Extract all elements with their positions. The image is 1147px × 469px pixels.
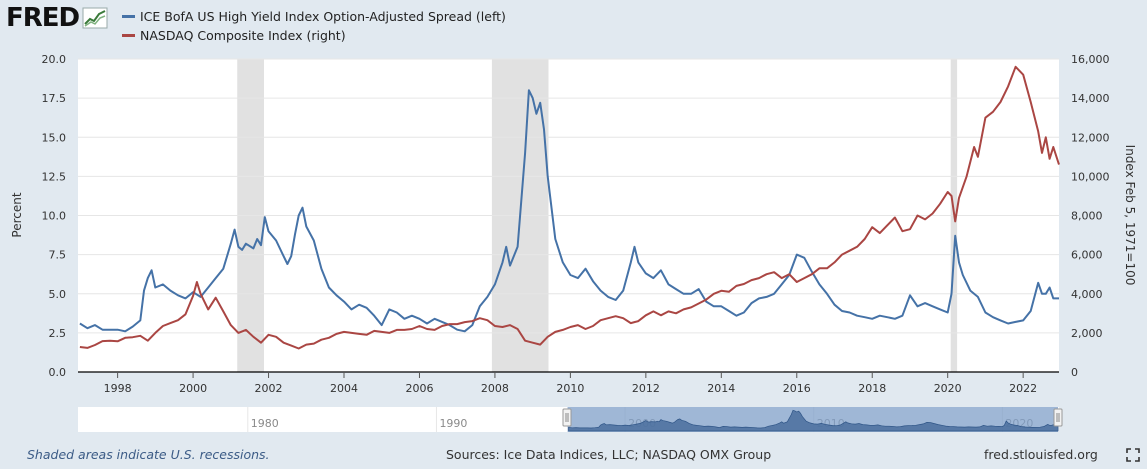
legend-item-nasdaq[interactable]: NASDAQ Composite Index (right)	[122, 26, 506, 45]
sources-text: Sources: Ice Data Indices, LLC; NASDAQ O…	[446, 447, 772, 462]
x-tick-2022: 2022	[1009, 382, 1037, 395]
y-left-tick-12.5: 12.5	[42, 170, 67, 183]
x-tick-2004: 2004	[330, 382, 358, 395]
recession-note: Shaded areas indicate U.S. recessions.	[27, 447, 270, 462]
x-tick-2006: 2006	[405, 382, 433, 395]
y-right-tick-10000: 10,000	[1071, 170, 1110, 183]
y-right-tick-16000: 16,000	[1071, 53, 1110, 66]
navigator-tick-1990: 1990	[439, 417, 467, 430]
navigator-mini-series	[568, 409, 1059, 432]
y-right-tick-6000: 6,000	[1071, 249, 1103, 262]
series-line-nasdaq	[79, 65, 1060, 350]
y-left-tick-0.0: 0.0	[49, 366, 67, 379]
x-tick-2020: 2020	[934, 382, 962, 395]
x-axis-ticks: 1998 2000 2002 2004 2006 2008 2010 2012 2014 2016…	[104, 372, 1037, 395]
series-layer	[79, 65, 1060, 350]
y-left-tick-17.5: 17.5	[42, 92, 67, 105]
x-tick-2016: 2016	[783, 382, 811, 395]
y-right-tick-0: 0	[1071, 366, 1078, 379]
fred-logo-text: FRED	[6, 3, 80, 33]
navigator-tick-1980: 1980	[251, 417, 279, 430]
y-left-tick-2.5: 2.5	[49, 327, 67, 340]
y-left-tick-5.0: 5.0	[49, 288, 67, 301]
legend-item-spread[interactable]: ICE BofA US High Yield Index Option-Adju…	[122, 7, 506, 26]
y-axis-left-ticks: 0.0 2.5 5.0 7.5 10.0 12.5 15.0 17.5 20.0	[42, 53, 67, 379]
x-tick-2010: 2010	[556, 382, 584, 395]
fullscreen-icon[interactable]	[1126, 448, 1140, 462]
chart-legend: ICE BofA US High Yield Index Option-Adju…	[122, 7, 506, 45]
y-right-tick-2000: 2,000	[1071, 327, 1103, 340]
x-tick-2002: 2002	[255, 382, 283, 395]
y-left-tick-10.0: 10.0	[42, 210, 67, 223]
navigator-handle-right[interactable]	[1053, 408, 1063, 427]
y-axis-left-title: Percent	[10, 192, 24, 237]
site-link[interactable]: fred.stlouisfed.org	[984, 447, 1098, 462]
y-axis-right-ticks: 0 2,000 4,000 6,000 8,000 10,000 12,000 14,000 1…	[1071, 53, 1110, 379]
navigator-handle-left[interactable]	[562, 408, 572, 427]
x-tick-2008: 2008	[481, 382, 509, 395]
y-right-tick-14000: 14,000	[1071, 92, 1110, 105]
x-tick-2000: 2000	[179, 382, 207, 395]
fred-logo[interactable]: FRED	[6, 3, 108, 33]
x-tick-2012: 2012	[632, 382, 660, 395]
legend-label-spread: ICE BofA US High Yield Index Option-Adju…	[140, 9, 506, 24]
legend-swatch-nasdaq	[122, 34, 135, 37]
chart-svg: 1998 2000 2002 2004 2006 2008 2010 2012 2014 2016…	[10, 53, 1137, 432]
chart-header: FRED ICE BofA US High Yield Index Option…	[0, 0, 1147, 48]
grid-layer	[78, 58, 1059, 334]
y-right-tick-4000: 4,000	[1071, 288, 1103, 301]
range-navigator[interactable]: 19801990200020102020	[78, 407, 1063, 432]
y-left-tick-20.0: 20.0	[42, 53, 67, 66]
x-tick-2014: 2014	[707, 382, 735, 395]
legend-swatch-spread	[122, 15, 135, 18]
trend-chart-icon	[82, 7, 108, 29]
x-tick-1998: 1998	[104, 382, 132, 395]
y-right-tick-8000: 8,000	[1071, 210, 1103, 223]
y-left-tick-7.5: 7.5	[49, 249, 67, 262]
legend-label-nasdaq: NASDAQ Composite Index (right)	[140, 28, 346, 43]
chart-footer: Shaded areas indicate U.S. recessions. S…	[0, 440, 1147, 469]
series-line-spread	[79, 89, 1059, 333]
x-tick-2018: 2018	[858, 382, 886, 395]
y-right-tick-12000: 12,000	[1071, 131, 1110, 144]
y-axis-right-title: Index Feb 5, 1971=100	[1123, 145, 1137, 286]
y-left-tick-15.0: 15.0	[42, 131, 67, 144]
